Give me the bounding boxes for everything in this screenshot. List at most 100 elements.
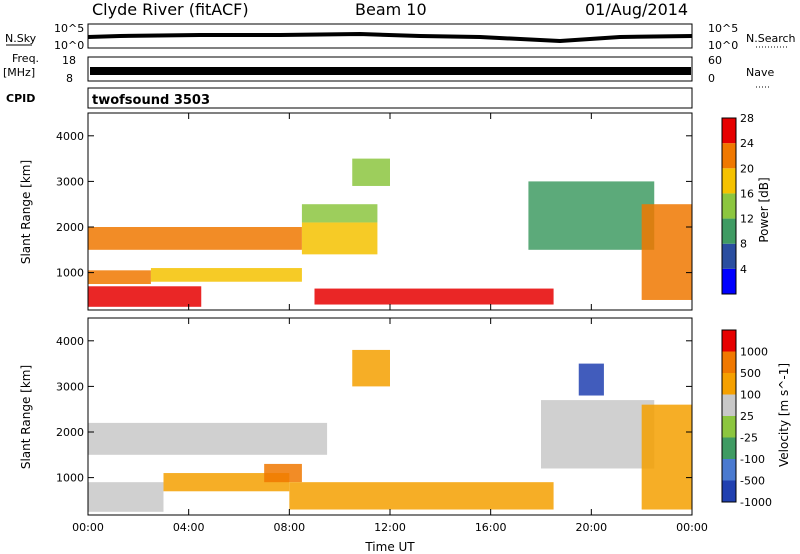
power-data-layer: [88, 158, 692, 307]
velocity-colorbar-swatch-1: [722, 459, 736, 481]
station-title: Clyde River (fitACF): [92, 0, 249, 19]
power-colorbar-swatch-4: [722, 168, 736, 194]
velocity-ytick-label-0: 1000: [56, 472, 84, 485]
velocity-ylabel: Slant Range [km]: [19, 365, 33, 469]
power-colorbar-swatch-6: [722, 118, 736, 144]
nsearch-label: N.Search: [746, 32, 796, 45]
xtick-label-6: 00:00: [676, 521, 708, 534]
velocity-colorbar-tick-3: 25: [740, 410, 754, 423]
power-colorbar-swatch-3: [722, 193, 736, 219]
velocity-data-layer: [88, 349, 692, 512]
nsky-tick-high: 10^5: [54, 22, 84, 35]
velocity-colorbar-tick-4: -25: [740, 432, 758, 445]
xtick-label-3: 12:00: [374, 521, 406, 534]
velocity-ytick-label-2: 3000: [56, 380, 84, 393]
velocity-colorbar-tick-6: -500: [740, 475, 765, 488]
velocity-band-8: [641, 404, 692, 510]
freq-label: Freq.: [12, 52, 39, 65]
power-band-8: [528, 181, 655, 250]
power-band-4: [301, 222, 378, 255]
beam-title: Beam 10: [355, 0, 427, 19]
velocity-band-3: [264, 463, 302, 483]
freq-unit: [MHz]: [3, 66, 35, 79]
date-title: 01/Aug/2014: [585, 0, 688, 19]
nsky-tick-low: 10^0: [54, 39, 84, 52]
nsearch-tick-high: 10^5: [708, 22, 738, 35]
power-colorbar-swatch-1: [722, 243, 736, 269]
power-colorbar-tick-6: 28: [740, 112, 754, 125]
velocity-band-4: [289, 482, 554, 510]
velocity-colorbar-swatch-4: [722, 394, 736, 416]
power-colorbar-tick-3: 16: [740, 187, 754, 200]
xtick-label-1: 04:00: [173, 521, 205, 534]
velocity-band-1: [88, 482, 164, 512]
nsky-trace: [87, 31, 693, 44]
velocity-colorbar-swatch-2: [722, 437, 736, 459]
velocity-band-5: [352, 349, 390, 387]
freq-tick-high: 18: [62, 54, 76, 67]
power-band-5: [301, 204, 378, 223]
power-colorbar-swatch-2: [722, 218, 736, 244]
velocity-colorbar-tick-0: 1000: [740, 346, 768, 359]
velocity-colorbar-swatch-3: [722, 416, 736, 438]
power-colorbar-tick-5: 24: [740, 137, 754, 150]
velocity-colorbar-tick-1: 500: [740, 367, 761, 380]
xtick-label-2: 08:00: [273, 521, 305, 534]
cpid-panel: [87, 87, 693, 109]
power-colorbar-swatch-5: [722, 143, 736, 169]
power-colorbar-tick-2: 12: [740, 213, 754, 226]
power-band-3: [88, 227, 302, 250]
velocity-band-0: [88, 422, 328, 455]
cpid-label: CPID: [6, 92, 35, 105]
power-colorbar: 4 8 12 16 20 24 28: [721, 112, 754, 295]
nsky-label: N.Sky: [5, 32, 37, 45]
power-axes: 1000 2000 3000 4000: [56, 113, 693, 310]
power-band-0: [88, 286, 202, 307]
freq-panel: [87, 56, 693, 82]
velocity-colorbar-swatch-7: [722, 330, 736, 352]
xtick-label-0: 00:00: [72, 521, 104, 534]
velocity-band-6: [541, 400, 655, 469]
power-colorbar-tick-1: 8: [740, 238, 747, 251]
power-ylabel: Slant Range [km]: [19, 160, 33, 264]
cpid-value: twofsound 3503: [92, 93, 210, 108]
velocity-colorbar: 1000 500 100 25 -25 -100 -500 -1000: [721, 329, 772, 509]
power-ytick-label-2: 3000: [56, 175, 84, 188]
power-band-1: [88, 270, 151, 285]
nave-label: Nave: [746, 66, 774, 79]
power-colorbar-tick-0: 4: [740, 263, 747, 276]
power-panel: 1000 2000 3000 4000 Slant Range [km]: [19, 112, 693, 311]
velocity-panel: 1000 2000 3000 4000 00:00 04:00 08:00 12:00 16:0…: [19, 317, 708, 554]
freq-tick-low: 8: [66, 72, 73, 85]
velocity-colorbar-tick-5: -100: [740, 453, 765, 466]
power-band-2: [150, 268, 302, 282]
velocity-colorbar-tick-2: 100: [740, 389, 761, 402]
power-ytick-label-1: 2000: [56, 221, 84, 234]
velocity-band-2: [163, 473, 290, 492]
power-colorbar-tick-4: 20: [740, 162, 754, 175]
nave-tick-high: 60: [708, 54, 722, 67]
power-ytick-label-3: 4000: [56, 130, 84, 143]
velocity-band-7: [578, 363, 604, 396]
freq-trace: [90, 67, 691, 75]
velocity-colorbar-frame: [721, 329, 737, 503]
xtick-label-5: 20:00: [575, 521, 607, 534]
velocity-colorbar-label: Velocity [m s^-1]: [777, 363, 791, 467]
velocity-colorbar-swatch-5: [722, 373, 736, 395]
velocity-ytick-label-3: 4000: [56, 335, 84, 348]
time-xlabel: Time UT: [364, 540, 415, 554]
velocity-axes: 1000 2000 3000 4000 00:00 04:00 08:00 12:00 16:0…: [56, 318, 708, 534]
velocity-ytick-label-1: 2000: [56, 426, 84, 439]
power-colorbar-swatch-0: [722, 268, 736, 294]
velocity-colorbar-swatch-0: [722, 480, 736, 502]
power-band-6: [314, 288, 554, 305]
velocity-colorbar-tick-7: -1000: [740, 496, 772, 509]
velocity-colorbar-swatch-6: [722, 351, 736, 373]
nsearch-tick-low: 10^0: [708, 39, 738, 52]
power-ytick-label-0: 1000: [56, 267, 84, 280]
power-band-7: [352, 158, 390, 186]
xtick-label-4: 16:00: [475, 521, 507, 534]
power-colorbar-label: Power [dB]: [757, 177, 771, 242]
nave-tick-low: 0: [708, 72, 715, 85]
